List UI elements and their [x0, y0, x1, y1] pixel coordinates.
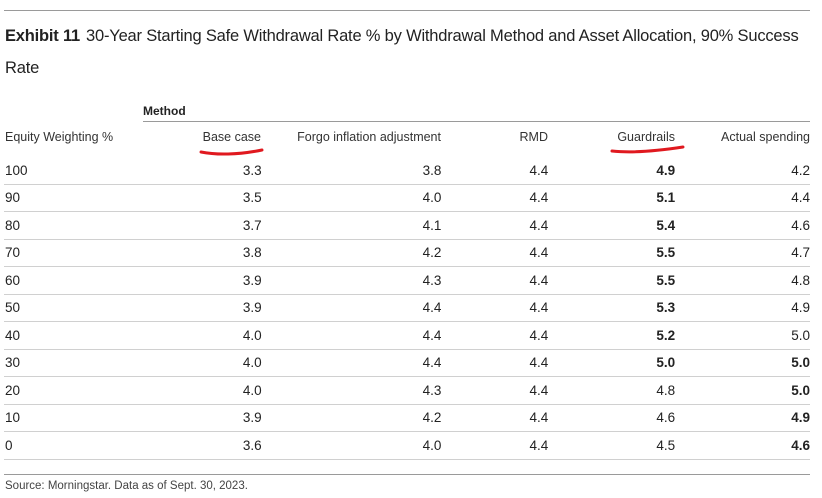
base-case-red-underline: [199, 148, 264, 156]
header-forgo-inflation: Forgo inflation adjustment: [297, 130, 441, 144]
cell-forgo-inflation: 4.0: [261, 431, 442, 460]
cell-base-case: 3.8: [204, 239, 262, 267]
table-row: 80 3.7 4.1 4.4 5.4 4.6: [4, 211, 810, 240]
bottom-rule: [4, 474, 810, 475]
guardrails-red-underline: [610, 145, 685, 154]
cell-rmd: 4.4: [441, 349, 549, 377]
table-row: 10 3.9 4.2 4.4 4.6 4.9: [4, 404, 810, 432]
cell-equity-weighting: 20: [4, 376, 205, 405]
withdrawal-rate-table: 100 3.3 3.8 4.4 4.9 4.2 90 3.5 4.0 4.4 5.1 4.4 80 3.7…: [4, 157, 810, 460]
cell-forgo-inflation: 4.0: [261, 184, 442, 212]
table-row: 70 3.8 4.2 4.4 5.5 4.7: [4, 239, 810, 267]
cell-equity-weighting: 60: [4, 266, 205, 295]
cell-forgo-inflation: 3.8: [261, 157, 442, 185]
cell-base-case: 4.0: [204, 349, 262, 377]
table-row: 30 4.0 4.4 4.4 5.0 5.0: [4, 349, 810, 377]
cell-actual-spending: 5.0: [675, 376, 810, 405]
cell-actual-spending: 4.9: [675, 294, 810, 322]
exhibit-title: 30-Year Starting Safe Withdrawal Rate % …: [5, 27, 799, 77]
method-label: Method: [143, 104, 186, 118]
cell-forgo-inflation: 4.1: [261, 211, 442, 240]
table-row: 50 3.9 4.4 4.4 5.3 4.9: [4, 294, 810, 322]
cell-base-case: 3.5: [204, 184, 262, 212]
cell-guardrails: 5.1: [548, 184, 676, 212]
cell-rmd: 4.4: [441, 376, 549, 405]
cell-rmd: 4.4: [441, 211, 549, 240]
cell-rmd: 4.4: [441, 239, 549, 267]
cell-base-case: 3.9: [204, 294, 262, 322]
cell-actual-spending: 4.4: [675, 184, 810, 212]
cell-forgo-inflation: 4.2: [261, 239, 442, 267]
cell-forgo-inflation: 4.2: [261, 404, 442, 432]
header-rmd: RMD: [519, 130, 548, 144]
cell-actual-spending: 4.6: [675, 211, 810, 240]
cell-guardrails: 5.0: [548, 349, 676, 377]
cell-base-case: 4.0: [204, 321, 262, 350]
cell-actual-spending: 5.0: [675, 349, 810, 377]
table-row: 90 3.5 4.0 4.4 5.1 4.4: [4, 184, 810, 212]
cell-actual-spending: 5.0: [675, 321, 810, 350]
table-row: 40 4.0 4.4 4.4 5.2 5.0: [4, 321, 810, 350]
cell-guardrails: 5.5: [548, 239, 676, 267]
cell-actual-spending: 4.2: [675, 157, 810, 185]
cell-base-case: 3.7: [204, 211, 262, 240]
cell-actual-spending: 4.9: [675, 404, 810, 432]
cell-base-case: 3.9: [204, 404, 262, 432]
exhibit-title-block: Exhibit 11 30-Year Starting Safe Withdraw…: [5, 20, 805, 84]
top-rule: [4, 10, 810, 11]
cell-rmd: 4.4: [441, 404, 549, 432]
cell-base-case: 3.6: [204, 431, 262, 460]
cell-equity-weighting: 80: [4, 211, 205, 240]
cell-base-case: 3.3: [204, 157, 262, 185]
header-actual-spending: Actual spending: [721, 130, 810, 144]
cell-guardrails: 5.2: [548, 321, 676, 350]
cell-guardrails: 4.6: [548, 404, 676, 432]
cell-rmd: 4.4: [441, 294, 549, 322]
cell-guardrails: 4.9: [548, 157, 676, 185]
table-row: 60 3.9 4.3 4.4 5.5 4.8: [4, 266, 810, 295]
cell-guardrails: 5.4: [548, 211, 676, 240]
exhibit-label: Exhibit 11: [5, 27, 81, 45]
cell-equity-weighting: 100: [4, 157, 205, 185]
cell-guardrails: 5.5: [548, 266, 676, 295]
cell-guardrails: 4.5: [548, 431, 676, 460]
cell-rmd: 4.4: [441, 266, 549, 295]
cell-base-case: 3.9: [204, 266, 262, 295]
cell-rmd: 4.4: [441, 321, 549, 350]
cell-equity-weighting: 70: [4, 239, 205, 267]
cell-rmd: 4.4: [441, 184, 549, 212]
header-guardrails: Guardrails: [617, 130, 675, 144]
cell-base-case: 4.0: [204, 376, 262, 405]
cell-forgo-inflation: 4.4: [261, 349, 442, 377]
table-row: 100 3.3 3.8 4.4 4.9 4.2: [4, 157, 810, 185]
cell-forgo-inflation: 4.3: [261, 376, 442, 405]
cell-equity-weighting: 90: [4, 184, 205, 212]
cell-equity-weighting: 10: [4, 404, 205, 432]
table-row: 0 3.6 4.0 4.4 4.5 4.6: [4, 431, 810, 460]
header-equity-weighting: Equity Weighting %: [5, 130, 114, 144]
cell-rmd: 4.4: [441, 431, 549, 460]
cell-equity-weighting: 30: [4, 349, 205, 377]
cell-forgo-inflation: 4.4: [261, 294, 442, 322]
cell-guardrails: 4.8: [548, 376, 676, 405]
method-rule: [143, 121, 810, 122]
cell-actual-spending: 4.7: [675, 239, 810, 267]
header-base-case: Base case: [202, 130, 261, 144]
cell-equity-weighting: 50: [4, 294, 205, 322]
cell-equity-weighting: 40: [4, 321, 205, 350]
cell-rmd: 4.4: [441, 157, 549, 185]
cell-forgo-inflation: 4.3: [261, 266, 442, 295]
source-note: Source: Morningstar. Data as of Sept. 30…: [5, 480, 248, 492]
cell-equity-weighting: 0: [4, 431, 205, 460]
cell-actual-spending: 4.8: [675, 266, 810, 295]
cell-forgo-inflation: 4.4: [261, 321, 442, 350]
cell-actual-spending: 4.6: [675, 431, 810, 460]
cell-guardrails: 5.3: [548, 294, 676, 322]
table-row: 20 4.0 4.3 4.4 4.8 5.0: [4, 376, 810, 405]
